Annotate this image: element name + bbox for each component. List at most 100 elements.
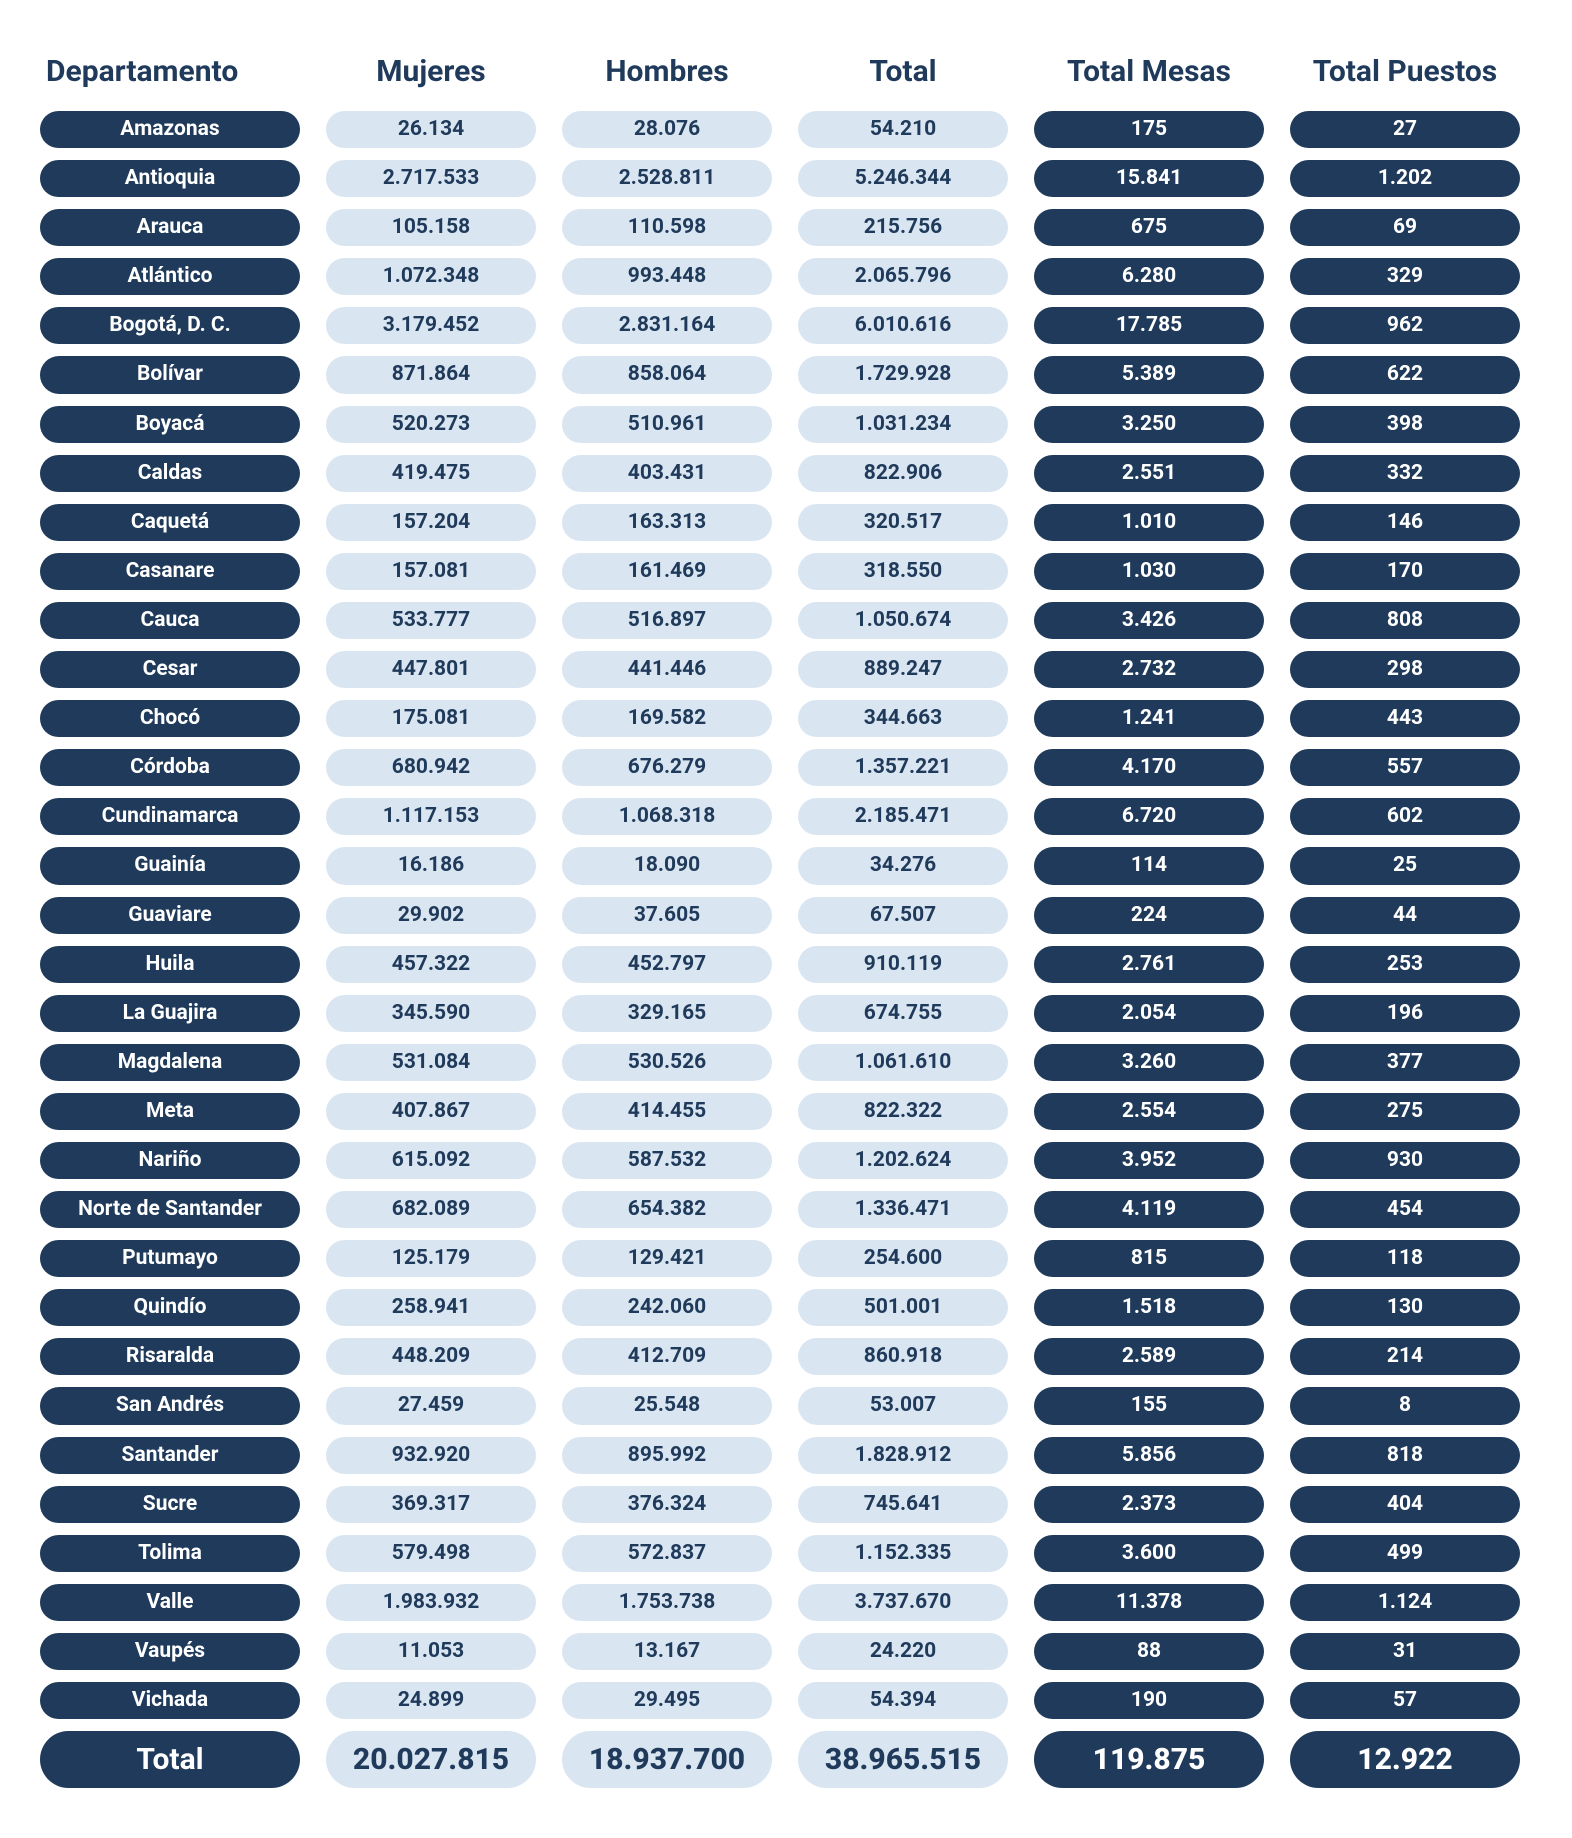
- cell-mujeres: 157.204: [326, 504, 536, 541]
- cell-hombres: 403.431: [562, 455, 772, 492]
- cell-puestos: 443: [1290, 700, 1520, 737]
- cell-mesas: 2.054: [1034, 995, 1264, 1032]
- cell-hombres: 169.582: [562, 700, 772, 737]
- cell-total: 1.729.928: [798, 356, 1008, 393]
- col-header-puestos: Total Puestos: [1290, 50, 1520, 99]
- cell-puestos: 398: [1290, 406, 1520, 443]
- cell-mujeres: 615.092: [326, 1142, 536, 1179]
- cell-departamento: Guainía: [40, 847, 300, 884]
- cell-mesas: 4.119: [1034, 1191, 1264, 1228]
- col-header-total: Total: [798, 50, 1008, 99]
- cell-mesas: 88: [1034, 1633, 1264, 1670]
- cell-departamento: Casanare: [40, 553, 300, 590]
- cell-mujeres: 11.053: [326, 1633, 536, 1670]
- cell-total: 67.507: [798, 897, 1008, 934]
- cell-mesas: 2.554: [1034, 1093, 1264, 1130]
- cell-total: 501.001: [798, 1289, 1008, 1326]
- cell-puestos: 557: [1290, 749, 1520, 786]
- total-label: Total: [40, 1731, 300, 1788]
- cell-hombres: 412.709: [562, 1338, 772, 1375]
- cell-puestos: 404: [1290, 1486, 1520, 1523]
- cell-mujeres: 932.920: [326, 1437, 536, 1474]
- cell-mesas: 6.280: [1034, 258, 1264, 295]
- cell-departamento: Guaviare: [40, 897, 300, 934]
- cell-departamento: Santander: [40, 1437, 300, 1474]
- cell-hombres: 2.831.164: [562, 307, 772, 344]
- cell-total: 53.007: [798, 1387, 1008, 1424]
- cell-departamento: San Andrés: [40, 1387, 300, 1424]
- cell-hombres: 414.455: [562, 1093, 772, 1130]
- cell-mesas: 155: [1034, 1387, 1264, 1424]
- cell-hombres: 654.382: [562, 1191, 772, 1228]
- cell-puestos: 962: [1290, 307, 1520, 344]
- cell-mujeres: 24.899: [326, 1682, 536, 1719]
- cell-mujeres: 105.158: [326, 209, 536, 246]
- cell-departamento: Valle: [40, 1584, 300, 1621]
- cell-mesas: 675: [1034, 209, 1264, 246]
- cell-mujeres: 29.902: [326, 897, 536, 934]
- cell-total: 254.600: [798, 1240, 1008, 1277]
- cell-mesas: 2.589: [1034, 1338, 1264, 1375]
- cell-total: 1.202.624: [798, 1142, 1008, 1179]
- cell-departamento: Arauca: [40, 209, 300, 246]
- cell-hombres: 676.279: [562, 749, 772, 786]
- cell-hombres: 441.446: [562, 651, 772, 688]
- cell-mujeres: 579.498: [326, 1535, 536, 1572]
- col-header-mujeres: Mujeres: [326, 50, 536, 99]
- cell-puestos: 27: [1290, 111, 1520, 148]
- cell-hombres: 129.421: [562, 1240, 772, 1277]
- cell-mujeres: 16.186: [326, 847, 536, 884]
- cell-hombres: 161.469: [562, 553, 772, 590]
- cell-mesas: 6.720: [1034, 798, 1264, 835]
- cell-total: 5.246.344: [798, 160, 1008, 197]
- cell-hombres: 572.837: [562, 1535, 772, 1572]
- cell-total: 860.918: [798, 1338, 1008, 1375]
- total-puestos: 12.922: [1290, 1731, 1520, 1788]
- cell-mujeres: 258.941: [326, 1289, 536, 1326]
- cell-departamento: Chocó: [40, 700, 300, 737]
- cell-hombres: 2.528.811: [562, 160, 772, 197]
- cell-mesas: 3.426: [1034, 602, 1264, 639]
- cell-total: 1.061.610: [798, 1044, 1008, 1081]
- cell-mesas: 1.241: [1034, 700, 1264, 737]
- total-mesas: 119.875: [1034, 1731, 1264, 1788]
- cell-total: 3.737.670: [798, 1584, 1008, 1621]
- total-mujeres: 20.027.815: [326, 1731, 536, 1788]
- cell-total: 674.755: [798, 995, 1008, 1032]
- cell-puestos: 808: [1290, 602, 1520, 639]
- cell-total: 745.641: [798, 1486, 1008, 1523]
- cell-mujeres: 26.134: [326, 111, 536, 148]
- cell-puestos: 196: [1290, 995, 1520, 1032]
- cell-mesas: 11.378: [1034, 1584, 1264, 1621]
- cell-hombres: 530.526: [562, 1044, 772, 1081]
- cell-total: 215.756: [798, 209, 1008, 246]
- cell-puestos: 118: [1290, 1240, 1520, 1277]
- cell-mujeres: 27.459: [326, 1387, 536, 1424]
- cell-hombres: 1.068.318: [562, 798, 772, 835]
- cell-mujeres: 157.081: [326, 553, 536, 590]
- cell-mujeres: 1.072.348: [326, 258, 536, 295]
- cell-mujeres: 1.983.932: [326, 1584, 536, 1621]
- cell-puestos: 170: [1290, 553, 1520, 590]
- cell-mujeres: 447.801: [326, 651, 536, 688]
- cell-puestos: 275: [1290, 1093, 1520, 1130]
- cell-hombres: 28.076: [562, 111, 772, 148]
- cell-mujeres: 345.590: [326, 995, 536, 1032]
- cell-puestos: 818: [1290, 1437, 1520, 1474]
- cell-hombres: 242.060: [562, 1289, 772, 1326]
- cell-puestos: 1.202: [1290, 160, 1520, 197]
- cell-mesas: 5.389: [1034, 356, 1264, 393]
- cell-mesas: 1.030: [1034, 553, 1264, 590]
- cell-mujeres: 419.475: [326, 455, 536, 492]
- cell-hombres: 13.167: [562, 1633, 772, 1670]
- cell-mujeres: 680.942: [326, 749, 536, 786]
- cell-hombres: 18.090: [562, 847, 772, 884]
- cell-puestos: 622: [1290, 356, 1520, 393]
- cell-puestos: 253: [1290, 946, 1520, 983]
- cell-total: 320.517: [798, 504, 1008, 541]
- cell-mesas: 2.761: [1034, 946, 1264, 983]
- cell-hombres: 895.992: [562, 1437, 772, 1474]
- departamentos-table: DepartamentoMujeresHombresTotalTotal Mes…: [40, 50, 1532, 1788]
- col-header-departamento: Departamento: [40, 50, 300, 99]
- cell-puestos: 130: [1290, 1289, 1520, 1326]
